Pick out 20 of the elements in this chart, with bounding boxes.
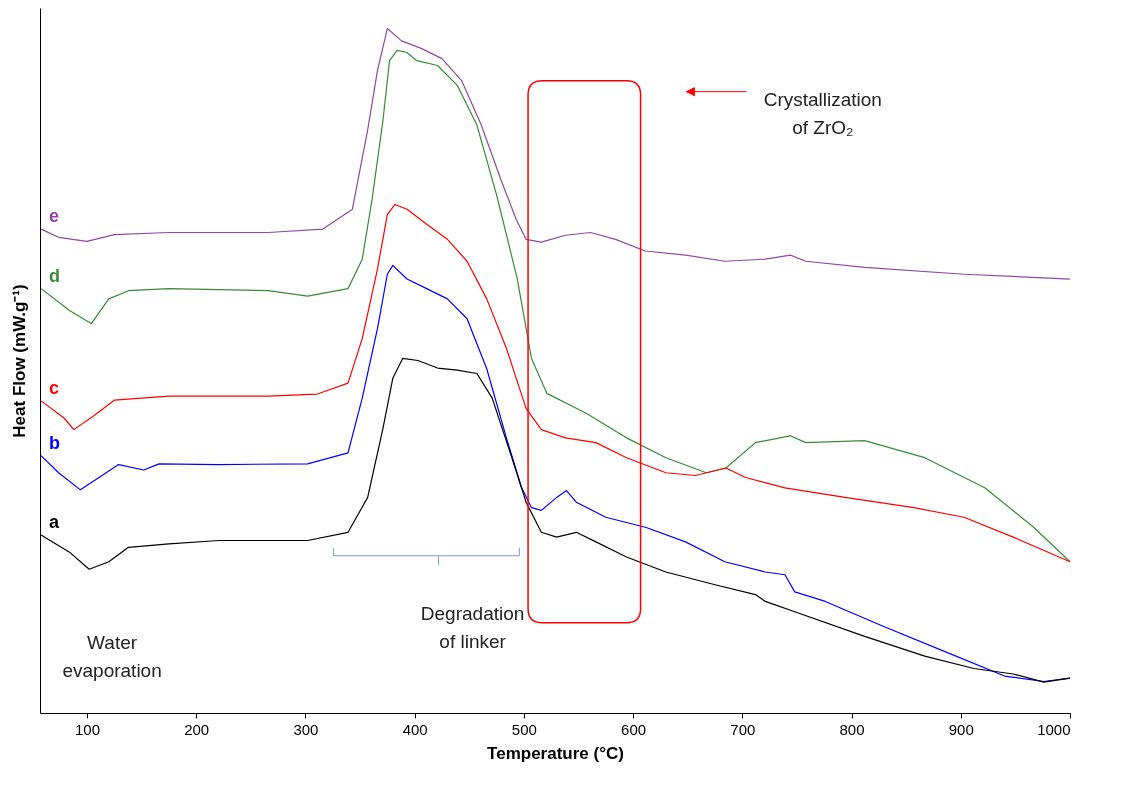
x-tick-label: 300	[293, 720, 319, 738]
annotation: Water evaporation	[62, 631, 162, 681]
x-tick-label: 400	[402, 720, 428, 738]
x-tick-label: 1000	[1037, 720, 1071, 738]
series-label: e	[49, 206, 60, 227]
annotation: Degradation of linker	[420, 603, 525, 653]
series-label: d	[49, 265, 61, 286]
series-label: a	[49, 512, 61, 533]
annotation: Crystallization of ZrO₂	[763, 88, 882, 138]
x-tick-label: 100	[74, 720, 100, 738]
x-axis-title: Temperature (°C)	[487, 743, 624, 763]
x-tick-label: 800	[839, 720, 865, 738]
series-label: b	[49, 432, 61, 453]
x-tick-label: 900	[948, 720, 974, 738]
x-tick-label: 600	[621, 720, 647, 738]
series-label: c	[49, 377, 60, 398]
x-tick-label: 200	[184, 720, 210, 738]
x-tick-label: 700	[730, 720, 756, 738]
y-axis-title: Heat Flow (mW.g⁻¹)	[9, 284, 29, 438]
x-tick-label: 500	[511, 720, 537, 738]
